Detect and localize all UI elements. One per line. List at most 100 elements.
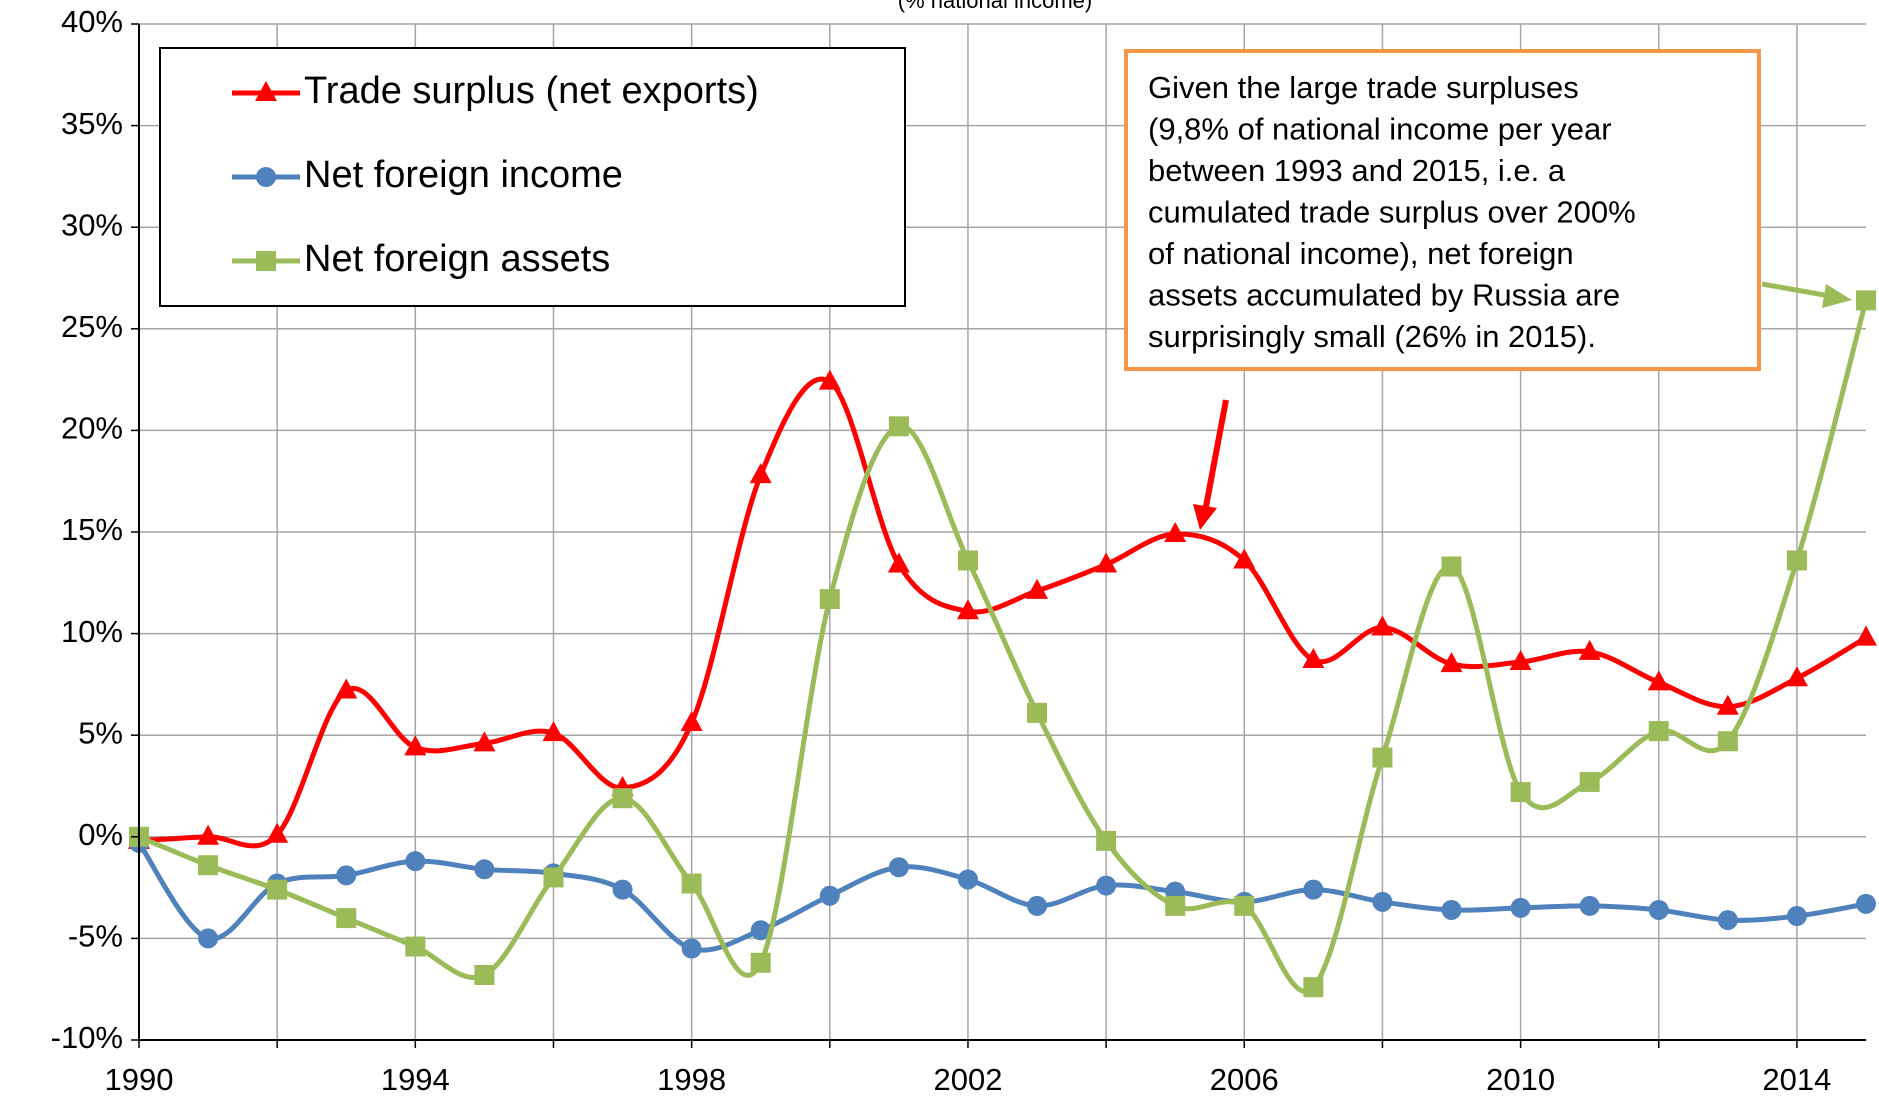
y-tick-label: 40%: [61, 4, 123, 39]
marker: [335, 678, 358, 699]
y-tick-label: 10%: [61, 614, 123, 649]
marker: [1716, 694, 1739, 715]
marker: [267, 879, 288, 900]
marker: [198, 928, 219, 949]
marker: [1855, 625, 1877, 646]
axes: -10% -5% 0% 5% 10% 15% 20% 25% 30% 35% 40% 1990 1994…: [51, 4, 1866, 1097]
marker: [612, 788, 633, 809]
marker: [197, 824, 220, 845]
marker: [405, 936, 426, 957]
marker: [1856, 290, 1876, 311]
annotation-box: [1124, 49, 1761, 371]
marker: [1647, 670, 1670, 691]
chart-subtitle: (% national income): [898, 0, 1092, 13]
marker: [542, 721, 565, 742]
marker: [1303, 879, 1324, 900]
marker: [887, 552, 910, 573]
marker: [1440, 652, 1463, 673]
marker: [1441, 556, 1462, 577]
marker: [256, 167, 276, 187]
marker: [474, 964, 495, 985]
marker: [819, 885, 840, 906]
marker: [1165, 895, 1186, 916]
marker: [1303, 977, 1324, 998]
marker: [1096, 875, 1117, 896]
marker: [680, 711, 703, 732]
marker: [1026, 578, 1049, 599]
annotation-line: (9,8% of national income per year: [1148, 112, 1612, 147]
annotation-line: cumulated trade surplus over 200%: [1148, 195, 1636, 230]
marker: [1509, 650, 1532, 671]
marker: [1164, 522, 1187, 543]
marker: [1027, 895, 1048, 916]
annotation-line: of national income), net foreign: [1148, 236, 1574, 271]
annotation-line: assets accumulated by Russia are: [1148, 278, 1620, 313]
y-tick-label: -5%: [68, 919, 123, 954]
x-tick-label: 2014: [1762, 1062, 1831, 1097]
y-tick-label: 5%: [78, 715, 123, 750]
arrow: [1761, 281, 1831, 299]
marker: [818, 369, 841, 390]
marker: [1648, 721, 1669, 742]
marker: [336, 865, 357, 886]
marker: [681, 938, 702, 959]
marker: [957, 550, 978, 571]
marker: [1302, 648, 1325, 669]
marker: [1786, 906, 1807, 927]
marker: [266, 822, 289, 843]
annotation-line: surprisingly small (26% in 2015).: [1148, 319, 1596, 354]
marker: [750, 920, 771, 941]
annotation: Given the large trade surpluses (9,8% of …: [1148, 70, 1636, 354]
marker: [1510, 897, 1531, 918]
arrow-head: [1193, 504, 1217, 530]
marker: [1234, 895, 1255, 916]
marker: [474, 859, 495, 880]
marker: [1648, 899, 1669, 920]
y-tick-label: 25%: [61, 309, 123, 344]
legend: Trade surplus (net exports) Net foreign i…: [232, 70, 759, 280]
marker: [1441, 899, 1462, 920]
x-tick-label: 1990: [105, 1062, 174, 1097]
marker: [256, 251, 276, 271]
marker: [750, 952, 771, 973]
annotation-line: Given the large trade surpluses: [1148, 70, 1579, 105]
marker: [1096, 830, 1117, 851]
y-tick-label: -10%: [51, 1020, 123, 1055]
y-tick-label: 0%: [78, 817, 123, 852]
series-line: [138, 376, 1868, 849]
x-tick-label: 2006: [1210, 1062, 1279, 1097]
marker: [255, 81, 277, 101]
marker: [749, 463, 772, 484]
series: [128, 290, 1877, 998]
arrow: [1202, 399, 1229, 513]
marker: [888, 416, 909, 437]
marker: [1371, 615, 1394, 636]
marker: [1510, 782, 1531, 803]
marker: [1856, 893, 1876, 914]
y-tick-label: 15%: [61, 512, 123, 547]
x-tick-label: 2010: [1486, 1062, 1555, 1097]
marker: [681, 873, 702, 894]
y-tick-label: 30%: [61, 207, 123, 242]
marker: [473, 731, 496, 752]
legend-label: Net foreign assets: [304, 238, 610, 280]
marker: [1717, 731, 1738, 752]
x-tick-label: 1994: [381, 1062, 450, 1097]
marker: [1372, 891, 1393, 912]
y-tick-label: 35%: [61, 106, 123, 141]
marker: [543, 867, 564, 888]
y-tick-label: 20%: [61, 411, 123, 446]
marker: [1578, 639, 1601, 660]
marker: [405, 851, 426, 872]
marker: [404, 735, 427, 756]
marker: [1786, 550, 1807, 571]
marker: [956, 599, 979, 620]
marker: [198, 855, 219, 876]
marker: [336, 908, 357, 929]
x-tick-label: 1998: [657, 1062, 726, 1097]
annotation-line: between 1993 and 2015, i.e. a: [1148, 153, 1566, 188]
marker: [1233, 548, 1256, 569]
marker: [1095, 552, 1118, 573]
marker: [888, 857, 909, 878]
